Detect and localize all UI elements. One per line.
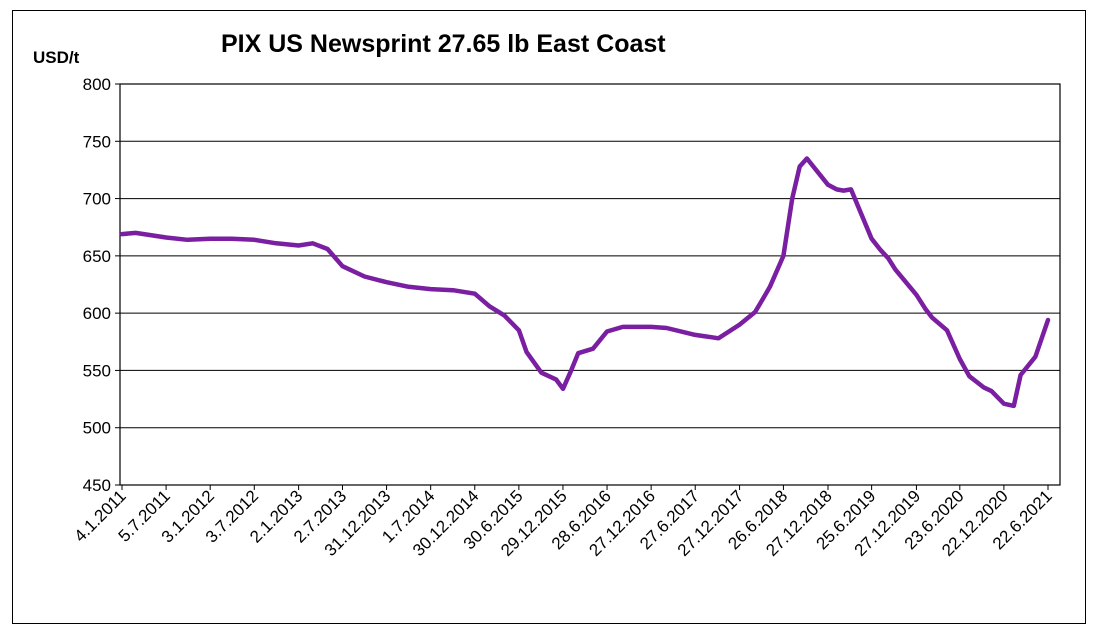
data-point: [931, 317, 933, 319]
y-tick-label: 450: [83, 476, 111, 495]
data-point: [968, 375, 970, 377]
series-layer: [119, 156, 1051, 409]
data-point: [121, 233, 123, 235]
plot-area: [119, 83, 1061, 486]
data-point: [850, 188, 852, 190]
y-tick-label: 550: [83, 361, 111, 380]
data-point: [739, 324, 741, 326]
y-axis-ticks: 450 500 550 600 650 700 750 800: [83, 75, 120, 495]
chart-frame: PIX US Newsprint 27.65 lb East Coast USD…: [12, 10, 1086, 624]
data-point: [703, 335, 705, 337]
data-point: [540, 372, 542, 374]
data-point: [666, 327, 668, 329]
data-point: [836, 188, 838, 190]
data-point: [275, 242, 277, 244]
data-point: [769, 286, 771, 288]
data-point: [592, 348, 594, 350]
data-point: [518, 329, 520, 331]
data-point: [946, 329, 948, 331]
data-point: [253, 239, 255, 241]
data-point: [983, 387, 985, 389]
y-tick-label: 600: [83, 304, 111, 323]
gridlines: [120, 140, 1060, 429]
data-point: [408, 286, 410, 288]
y-tick-label: 750: [83, 132, 111, 151]
data-point: [1003, 403, 1005, 405]
data-point: [887, 257, 889, 259]
data-point: [503, 314, 505, 316]
data-point: [806, 157, 808, 159]
data-point: [710, 336, 712, 338]
data-point: [489, 305, 491, 307]
data-point: [135, 232, 137, 234]
x-axis-ticks: 4.1.20115.7.20113.1.20123.7.20122.1.2013…: [70, 485, 1056, 560]
data-point: [526, 351, 528, 353]
data-point: [991, 390, 993, 392]
data-point: [915, 294, 917, 296]
data-point: [570, 369, 572, 371]
data-point: [1047, 319, 1049, 321]
data-point: [622, 326, 624, 328]
series-line: [119, 156, 1051, 409]
y-tick-label: 700: [83, 190, 111, 209]
data-point: [880, 249, 882, 251]
y-tick-label: 800: [83, 75, 111, 94]
data-point: [843, 190, 845, 192]
data-point: [298, 245, 300, 247]
data-point: [562, 388, 564, 390]
data-point: [341, 265, 343, 267]
data-point: [231, 238, 233, 240]
data-point: [791, 198, 793, 200]
data-point: [782, 255, 784, 257]
data-point: [1020, 374, 1022, 376]
data-point: [650, 326, 652, 328]
data-point: [762, 298, 764, 300]
y-tick-label: 500: [83, 419, 111, 438]
data-point: [894, 269, 896, 271]
data-point: [326, 248, 328, 250]
data-point: [871, 238, 873, 240]
data-point: [577, 352, 579, 354]
data-point: [386, 281, 388, 283]
data-point: [209, 238, 211, 240]
data-point: [799, 165, 801, 167]
data-point: [606, 330, 608, 332]
data-point: [186, 239, 188, 241]
data-point: [430, 288, 432, 290]
data-point: [474, 293, 476, 295]
data-point: [924, 308, 926, 310]
y-tick-label: 650: [83, 247, 111, 266]
data-point: [717, 337, 719, 339]
data-point: [754, 311, 756, 313]
data-point: [827, 184, 829, 186]
data-point: [694, 334, 696, 336]
data-point: [959, 358, 961, 360]
chart-canvas: PIX US Newsprint 27.65 lb East Coast USD…: [33, 30, 1061, 560]
data-point: [452, 289, 454, 291]
data-point: [312, 242, 314, 244]
data-point: [1013, 405, 1015, 407]
data-point: [364, 275, 366, 277]
chart-title: PIX US Newsprint 27.65 lb East Coast: [221, 30, 666, 58]
data-point: [1034, 356, 1036, 358]
y-axis-label: USD/t: [33, 48, 80, 67]
data-point: [555, 379, 557, 381]
data-point: [165, 237, 167, 239]
